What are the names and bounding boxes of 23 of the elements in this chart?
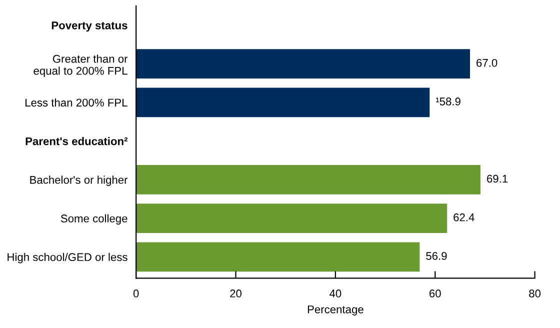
x-tick-label: 80 [529, 290, 541, 298]
x-tick-label: 0 [133, 290, 139, 298]
bar [136, 242, 420, 272]
data-label: 67.0 [476, 58, 498, 67]
bar [136, 165, 480, 194]
x-tick-label: 60 [430, 290, 441, 298]
data-label: 56.9 [426, 252, 447, 260]
y-tick-label: Greater than or equal to 200% FPL [34, 54, 128, 77]
y-tick-label: Bachelor's or higher [30, 176, 128, 186]
bar [136, 204, 448, 233]
y-tick-label: Parent's education² [26, 137, 128, 146]
y-tick-label: High school/GED or less [8, 252, 128, 264]
data-label: ¹58.9 [436, 98, 460, 106]
x-tick-label: 20 [230, 290, 242, 298]
data-label: 69.1 [487, 174, 508, 183]
y-tick-label: Some college [60, 214, 128, 225]
bar [136, 49, 470, 78]
data-label: 62.4 [454, 213, 474, 222]
bar [136, 88, 430, 118]
y-tick-label: Less than 200% FPL [26, 98, 128, 107]
x-tick-label: 40 [330, 290, 342, 298]
y-tick-label: Poverty status [52, 22, 128, 32]
x-axis-title: Percentage [308, 306, 364, 316]
